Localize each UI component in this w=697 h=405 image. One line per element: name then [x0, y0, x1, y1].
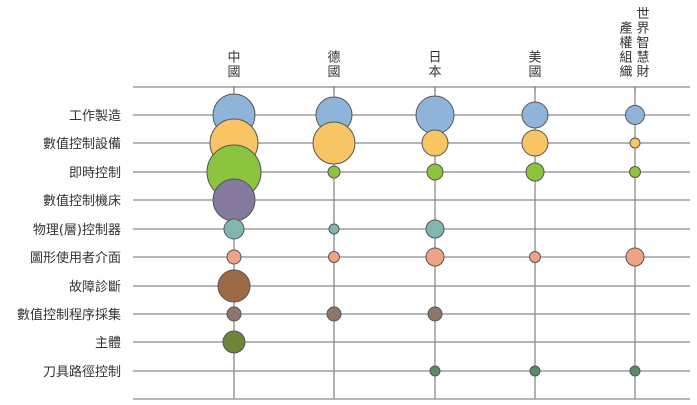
bubble: [222, 330, 246, 354]
bubble: [421, 129, 449, 157]
column-label-char: 中: [227, 51, 240, 66]
column-label-char: 美: [528, 51, 541, 66]
bubble: [521, 101, 549, 129]
row-label: 數值控制機床: [43, 193, 121, 209]
row-label: 故障診斷: [69, 279, 121, 295]
column-label-char: 組: [619, 51, 632, 66]
bubble: [328, 223, 340, 235]
bubble: [525, 162, 545, 182]
bubble: [212, 178, 256, 222]
bubble: [629, 166, 641, 178]
bubble: [312, 121, 356, 165]
row-label: 物理(層)控制器: [33, 223, 121, 238]
bubble: [223, 218, 245, 240]
column-label-char: 權: [619, 36, 632, 51]
bubble: [529, 365, 541, 377]
row-label: 即時控制: [69, 166, 121, 181]
column-label-char: 世: [636, 7, 649, 22]
row-label: 工作製造: [69, 109, 121, 124]
bubble: [217, 269, 251, 303]
bubble: [226, 306, 242, 322]
bubble: [415, 95, 455, 135]
bubble: [327, 165, 341, 179]
bubble: [328, 251, 340, 263]
column-label-char: 國: [327, 65, 340, 80]
column-label-char: 慧: [636, 50, 649, 66]
bubble: [625, 247, 645, 267]
column-label-char: 財: [636, 65, 649, 80]
column-label-char: 智: [636, 36, 649, 51]
row-labels: 工作製造數值控制設備即時控制數值控制機床物理(層)控制器圖形使用者介面故障診斷數…: [17, 109, 121, 380]
bubble: [521, 129, 549, 157]
column-label-char: 產: [619, 21, 632, 37]
row-label: 主體: [95, 336, 121, 351]
column-label-char: 界: [636, 22, 649, 37]
bubble: [425, 219, 445, 239]
row-label: 刀具路徑控制: [43, 364, 121, 380]
bubble: [629, 365, 641, 377]
column-label-char: 德: [327, 51, 340, 66]
bubbles: [206, 93, 645, 377]
bubble: [326, 306, 342, 322]
column-label-char: 織: [619, 65, 632, 80]
column-label-char: 國: [528, 65, 541, 80]
bubble: [427, 306, 443, 322]
row-label: 數值控制設備: [43, 136, 121, 152]
bubble: [426, 163, 444, 181]
bubble: [226, 249, 242, 265]
bubble: [429, 365, 441, 377]
bubble: [529, 251, 541, 263]
column-label-char: 本: [428, 65, 441, 80]
row-label: 圖形使用者介面: [30, 250, 121, 266]
bubble: [425, 247, 445, 267]
bubble: [625, 105, 645, 125]
bubble: [629, 137, 641, 149]
column-label-char: 國: [227, 65, 240, 80]
row-label: 數值控制程序採集: [17, 307, 121, 323]
column-label-char: 日: [428, 51, 441, 66]
